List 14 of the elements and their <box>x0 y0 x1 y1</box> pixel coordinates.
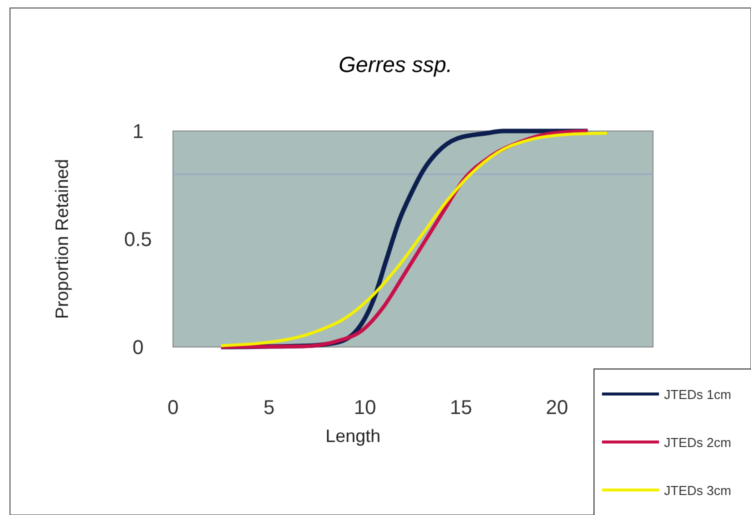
legend-label: JTEDs 1cm <box>664 387 732 402</box>
y-axis-title: Proportion Retained <box>52 158 72 320</box>
x-tick-label: 10 <box>354 397 376 419</box>
y-tick-label: 1 <box>132 121 144 143</box>
x-axis-title: Length <box>325 426 381 446</box>
x-tick-label: 0 <box>167 397 179 419</box>
x-tick-label: 15 <box>450 397 472 419</box>
x-tick-label: 5 <box>263 397 275 419</box>
y-tick-label: 0 <box>132 337 144 359</box>
y-tick-label: 0.5 <box>124 229 152 251</box>
legend-label: JTEDs 3cm <box>664 483 732 498</box>
x-tick-label: 20 <box>546 397 568 419</box>
chart-title: Gerres ssp. <box>338 52 452 77</box>
legend-label: JTEDs 2cm <box>664 435 732 450</box>
